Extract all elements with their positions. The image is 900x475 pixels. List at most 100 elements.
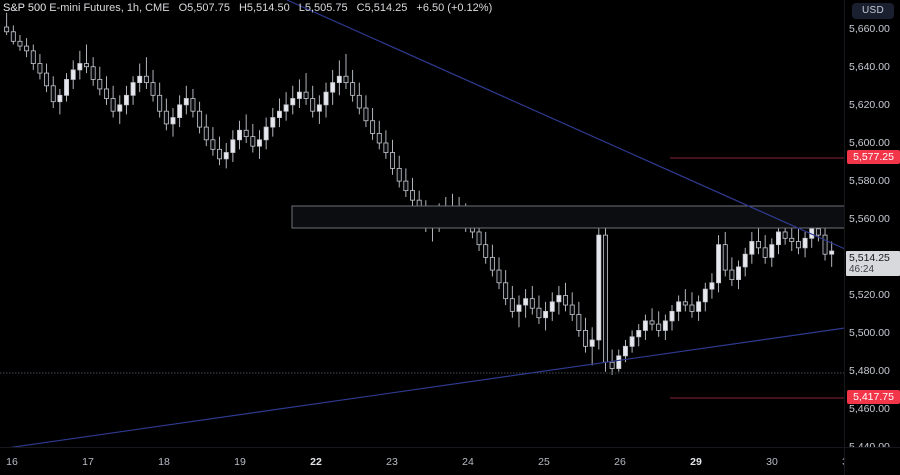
candle — [203, 114, 209, 147]
candle — [170, 108, 176, 137]
candle — [336, 60, 342, 96]
candle — [303, 73, 309, 105]
candle — [543, 301, 549, 331]
candle — [383, 130, 389, 159]
candle — [117, 95, 123, 124]
price-alert-label[interactable]: 5,577.25 — [847, 150, 900, 164]
candle — [662, 314, 668, 340]
time-tick: 22 — [310, 456, 322, 468]
time-tick: 18 — [158, 456, 170, 468]
candle — [70, 60, 76, 89]
candle — [536, 295, 542, 325]
candle — [64, 73, 69, 102]
candle — [569, 292, 575, 321]
candle — [656, 311, 662, 337]
candle — [776, 225, 781, 255]
candle — [589, 327, 595, 366]
candle — [323, 82, 329, 118]
candle — [50, 76, 56, 109]
candle — [795, 228, 801, 255]
candle — [243, 114, 249, 143]
last-price-value: 5,514.25 — [849, 252, 890, 264]
candle — [762, 235, 768, 264]
candle — [702, 282, 708, 312]
candle — [270, 108, 276, 137]
candle — [716, 235, 722, 293]
candle — [503, 270, 509, 306]
price-alert-label[interactable]: 5,417.75 — [847, 390, 900, 404]
candle — [330, 69, 336, 105]
price-tick: 5,520.00 — [849, 289, 890, 301]
candle — [802, 231, 808, 258]
candle — [556, 285, 562, 315]
candle — [230, 130, 236, 163]
candle — [24, 38, 30, 58]
candle — [137, 63, 143, 93]
candle — [356, 82, 362, 115]
candle — [296, 79, 302, 109]
time-tick: 25 — [538, 456, 550, 468]
time-tick: 19 — [234, 456, 246, 468]
candle — [649, 308, 655, 331]
price-scale[interactable]: USD 5,660.00 5,640.00 5,620.00 5,600.00 5,58… — [844, 0, 900, 453]
time-scale[interactable]: 161718192223242526293031 — [0, 447, 900, 475]
ascending-trendline[interactable] — [0, 327, 845, 448]
candle — [310, 85, 316, 118]
rectangle-zone-drawing[interactable] — [291, 205, 845, 229]
candle — [609, 349, 615, 375]
candle — [150, 69, 156, 102]
candle — [736, 260, 742, 290]
candle — [709, 273, 715, 299]
descending-trendline[interactable] — [286, 0, 845, 250]
price-tick: 5,580.00 — [849, 175, 890, 187]
candle — [183, 85, 189, 115]
candle — [97, 66, 103, 96]
candle — [163, 98, 169, 131]
price-tick: 5,460.00 — [849, 403, 890, 415]
candle — [77, 50, 83, 80]
candle — [350, 69, 356, 102]
last-price-label[interactable]: 5,514.25 46:24 — [846, 251, 900, 276]
drawing-overlays[interactable] — [0, 0, 845, 448]
candle — [390, 139, 396, 175]
candle — [822, 225, 828, 261]
candle — [682, 289, 688, 312]
candle — [30, 44, 36, 70]
candle — [489, 244, 495, 277]
candle — [343, 54, 349, 89]
candle — [110, 85, 116, 118]
candle — [529, 285, 535, 315]
candle — [257, 130, 262, 159]
candle — [642, 314, 648, 340]
candle — [729, 257, 735, 286]
candle — [4, 12, 10, 35]
candle — [563, 282, 569, 312]
time-tick: 23 — [386, 456, 398, 468]
candle — [143, 57, 149, 89]
candle — [123, 85, 129, 115]
chart-plot-area[interactable] — [0, 0, 845, 448]
candle — [483, 231, 489, 264]
candle — [370, 108, 376, 140]
currency-badge[interactable]: USD — [852, 3, 894, 19]
candle — [276, 98, 282, 128]
candle — [157, 82, 163, 118]
time-tick: 16 — [6, 456, 18, 468]
candle — [636, 324, 642, 347]
candle — [10, 25, 16, 45]
candle — [622, 339, 628, 363]
candle — [496, 257, 502, 290]
time-tick: 30 — [766, 456, 778, 468]
candle — [403, 168, 409, 197]
candle — [789, 225, 795, 252]
price-tick: 5,620.00 — [849, 99, 890, 111]
candle — [629, 330, 635, 353]
candle — [396, 155, 402, 188]
candle — [44, 63, 50, 93]
candle — [583, 317, 588, 353]
candle — [316, 95, 322, 124]
time-tick: 26 — [614, 456, 626, 468]
candle — [516, 295, 522, 328]
candle — [283, 92, 289, 121]
